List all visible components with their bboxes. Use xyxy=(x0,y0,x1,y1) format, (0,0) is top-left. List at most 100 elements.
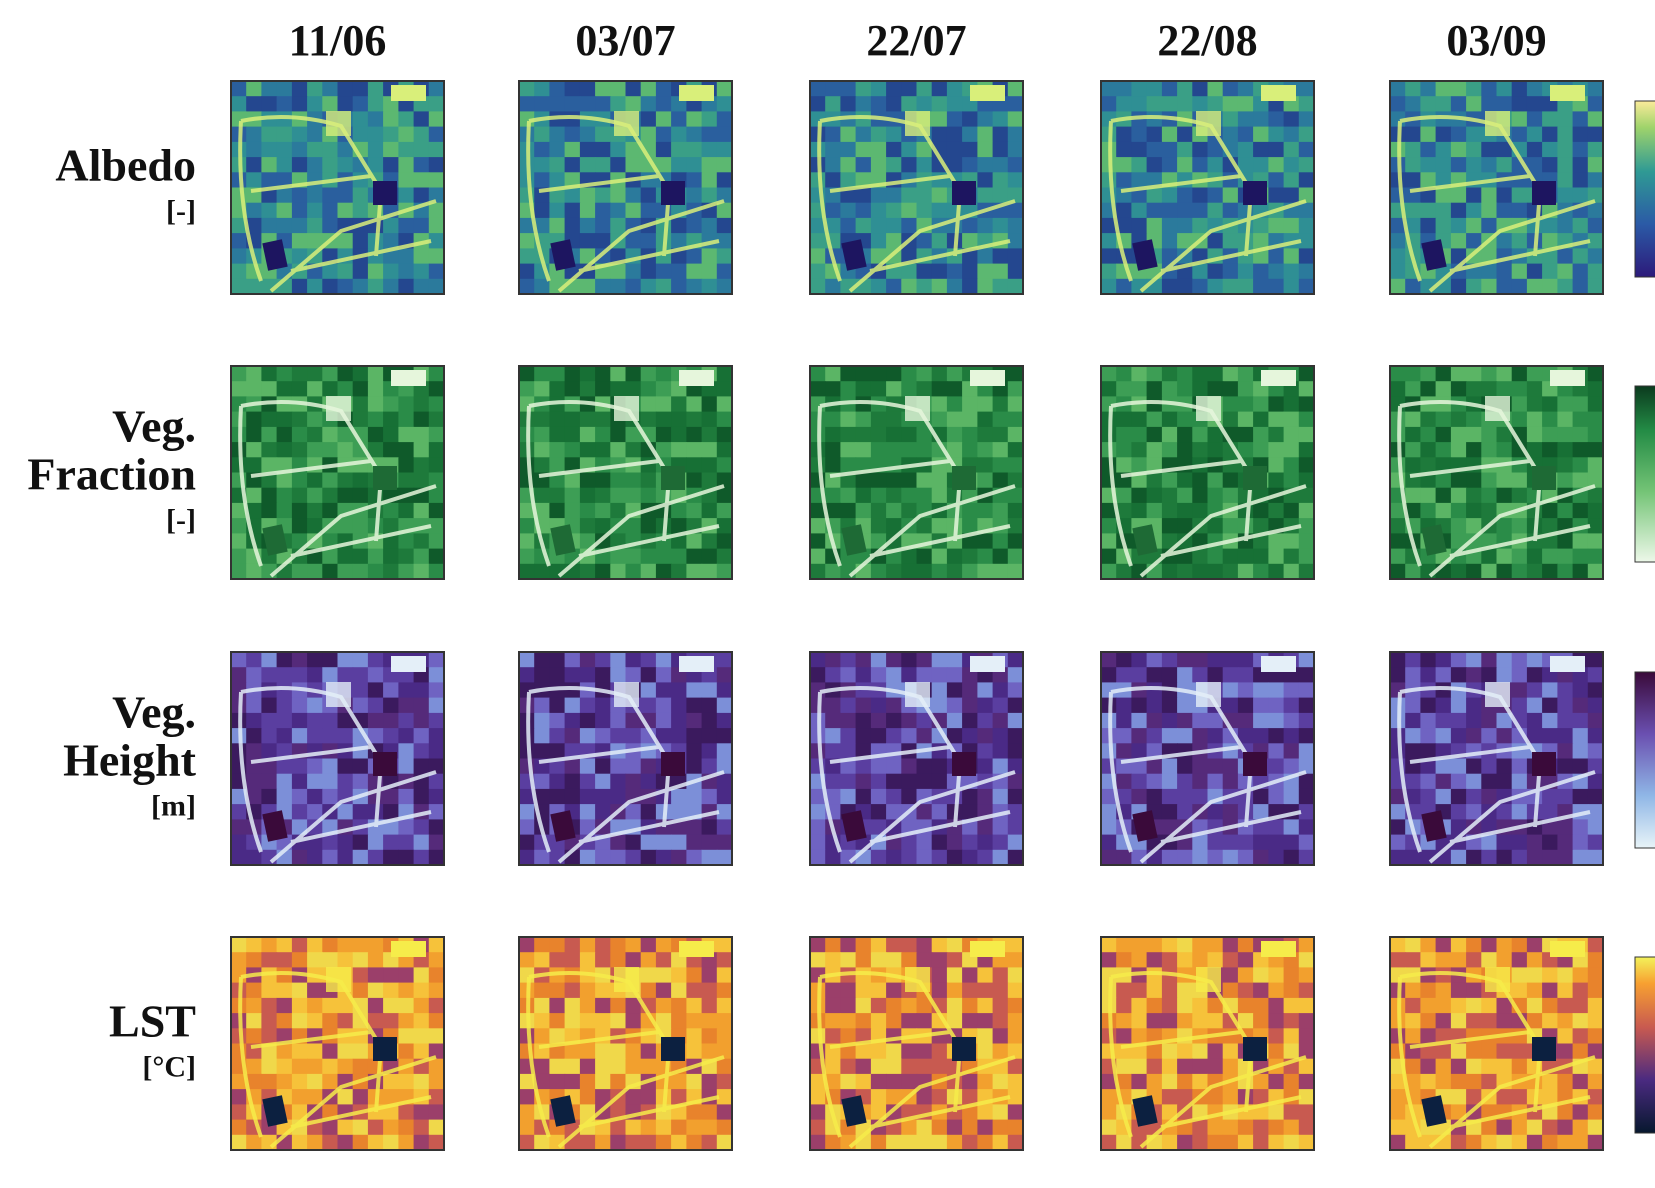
pixel-patch xyxy=(1268,263,1285,280)
pixel-patch xyxy=(1511,263,1528,280)
pixel-patch xyxy=(595,442,611,458)
pixel-patch xyxy=(1298,1089,1315,1105)
pixel-patch xyxy=(886,758,902,775)
pixel-patch xyxy=(352,381,369,397)
pixel-patch xyxy=(1435,457,1452,474)
pixel-patch xyxy=(901,788,918,805)
pixel-patch xyxy=(655,278,672,295)
pixel-patch xyxy=(916,96,933,112)
pixel-patch xyxy=(701,563,718,580)
pixel-patch xyxy=(1222,982,1239,999)
pixel-patch xyxy=(655,1134,672,1151)
pixel-patch xyxy=(855,411,872,428)
pixel-patch xyxy=(640,518,657,534)
pixel-patch xyxy=(625,233,642,249)
bright-patch xyxy=(614,682,639,707)
pixel-patch xyxy=(352,278,369,295)
pixel-patch xyxy=(1237,1134,1254,1151)
pixel-patch xyxy=(1007,111,1024,128)
pixel-patch xyxy=(1572,834,1589,851)
pixel-patch xyxy=(625,1089,642,1105)
pixel-patch xyxy=(1237,682,1254,699)
pixel-patch xyxy=(322,157,339,173)
pixel-patch xyxy=(1007,248,1024,265)
pixel-patch xyxy=(291,81,308,97)
pixel-patch xyxy=(946,81,963,97)
pixel-patch xyxy=(810,1073,826,1090)
pixel-patch xyxy=(716,697,733,714)
dark-pond xyxy=(841,810,867,842)
pixel-patch xyxy=(916,487,933,504)
pixel-patch xyxy=(716,126,733,143)
pixel-patch xyxy=(1298,263,1315,280)
pixel-patch xyxy=(716,533,733,550)
pixel-patch xyxy=(946,849,963,866)
pixel-patch xyxy=(549,788,566,805)
map-tile xyxy=(1100,936,1315,1151)
pixel-patch xyxy=(840,652,857,668)
pixel-patch xyxy=(1557,472,1574,489)
pixel-patch xyxy=(322,563,339,580)
pixel-patch xyxy=(322,997,339,1014)
pixel-patch xyxy=(1390,952,1406,968)
pixel-patch xyxy=(564,457,581,474)
pixel-patch xyxy=(1481,157,1498,173)
pixel-patch xyxy=(261,1058,278,1075)
pixel-patch xyxy=(1298,967,1315,984)
pixel-patch xyxy=(1557,728,1574,744)
pixel-patch xyxy=(610,202,627,219)
pixel-patch xyxy=(840,411,857,428)
pixel-patch xyxy=(1390,248,1406,265)
pixel-patch xyxy=(716,667,733,683)
pixel-patch xyxy=(595,426,611,443)
pixel-patch xyxy=(916,233,933,249)
pixel-patch xyxy=(352,982,369,999)
pixel-patch xyxy=(413,788,430,805)
pixel-patch xyxy=(428,1104,445,1121)
pixel-patch xyxy=(276,667,293,683)
pixel-patch xyxy=(1511,233,1528,249)
pixel-patch xyxy=(1420,982,1437,999)
pixel-patch xyxy=(1526,81,1543,97)
pixel-patch xyxy=(352,834,369,851)
pixel-patch xyxy=(886,426,902,443)
pixel-patch xyxy=(916,1119,933,1136)
pixel-patch xyxy=(686,982,703,999)
pixel-patch xyxy=(701,442,718,458)
pixel-patch xyxy=(398,1028,415,1045)
pixel-patch xyxy=(1435,937,1452,953)
pixel-patch xyxy=(1450,1013,1467,1029)
pixel-patch xyxy=(1298,1119,1315,1136)
pixel-patch xyxy=(1587,1134,1604,1151)
pixel-patch xyxy=(1283,682,1300,699)
pixel-patch xyxy=(916,157,933,173)
pixel-patch xyxy=(1192,81,1209,97)
pixel-patch xyxy=(1466,667,1482,683)
pixel-patch xyxy=(1420,172,1437,189)
pixel-patch xyxy=(579,819,596,836)
pixel-patch xyxy=(1572,1134,1589,1151)
pixel-patch xyxy=(931,967,948,984)
pixel-patch xyxy=(962,712,978,729)
pixel-patch xyxy=(1007,1089,1024,1105)
pixel-patch xyxy=(1435,788,1452,805)
pixel-patch xyxy=(1146,1043,1163,1060)
pixel-patch xyxy=(579,442,596,458)
pixel-patch xyxy=(640,804,657,820)
pixel-patch xyxy=(1007,982,1024,999)
pixel-patch xyxy=(1101,502,1117,519)
pixel-patch xyxy=(1283,712,1300,729)
pixel-patch xyxy=(428,233,445,249)
pixel-patch xyxy=(1405,141,1421,158)
pixel-patch xyxy=(1116,743,1132,760)
pixel-patch xyxy=(276,952,293,968)
pixel-patch xyxy=(886,157,902,173)
pixel-patch xyxy=(307,652,323,668)
pixel-patch xyxy=(579,849,596,866)
pixel-patch xyxy=(1481,834,1498,851)
pixel-patch xyxy=(398,426,415,443)
pixel-patch xyxy=(671,411,687,428)
pixel-patch xyxy=(1405,849,1421,866)
pixel-patch xyxy=(428,682,445,699)
pixel-patch xyxy=(1222,81,1239,97)
